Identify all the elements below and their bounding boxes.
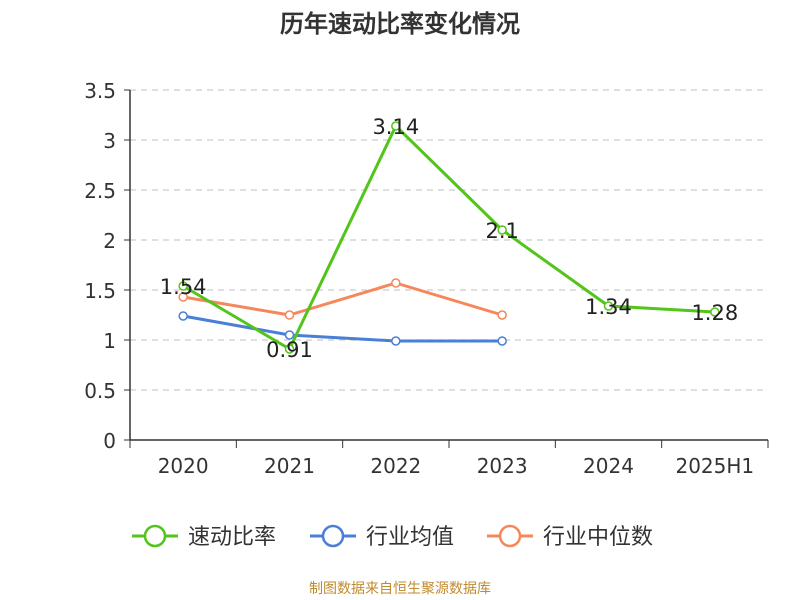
- data-label: 2.1: [485, 219, 518, 243]
- x-tick-label: 2023: [477, 454, 528, 478]
- series-line-0: [182, 124, 715, 351]
- y-tick-label: 2: [103, 229, 116, 253]
- legend-marker: [143, 524, 167, 548]
- data-label: 1.34: [585, 295, 632, 319]
- legend-marker: [321, 524, 345, 548]
- y-tick-label: 1: [103, 329, 116, 353]
- x-tick-label: 2025H1: [675, 454, 754, 478]
- legend-label: 行业中位数: [543, 525, 653, 550]
- x-tick-label: 2021: [264, 454, 315, 478]
- data-point: [284, 310, 295, 320]
- data-point: [284, 330, 295, 340]
- series: [178, 121, 720, 354]
- legend-label: 行业均值: [366, 525, 454, 550]
- data-labels: 1.54 0.91 3.14 2.1 1.34 1.28: [160, 115, 738, 362]
- x-tick-label: 2022: [370, 454, 421, 478]
- data-point: [391, 278, 401, 288]
- source-footer: 制图数据来自恒生聚源数据库: [309, 581, 491, 597]
- data-point: [497, 225, 507, 235]
- data-point: [178, 281, 188, 291]
- legend-marker: [498, 524, 522, 548]
- data-point: [603, 301, 614, 311]
- y-tick-label: 0.5: [84, 379, 116, 403]
- data-label: 1.28: [691, 301, 738, 325]
- data-point: [710, 307, 720, 317]
- data-point: [391, 336, 401, 346]
- y-tick-label: 3.5: [84, 79, 116, 103]
- x-tick-label: 2020: [158, 454, 209, 478]
- data-label: 3.14: [372, 115, 419, 139]
- data-label: 0.91: [266, 338, 313, 362]
- y-tick-label: 3: [103, 129, 116, 153]
- y-tick-label: 1.5: [84, 279, 116, 303]
- axes: 0 0.5 1 1.5 2 2.5 3 3.5 2020 2021 2022 2023 2024 2025…: [84, 79, 769, 478]
- data-point: [391, 121, 401, 131]
- y-tick-label: 0: [103, 429, 116, 453]
- chart-title: 历年速动比率变化情况: [280, 10, 520, 38]
- data-label: 1.54: [160, 275, 207, 299]
- x-tick-label: 2024: [583, 454, 634, 478]
- grid-lines: [130, 89, 768, 391]
- legend-label: 速动比率: [188, 525, 276, 550]
- data-point: [178, 311, 188, 321]
- y-tick-label: 2.5: [84, 179, 116, 203]
- data-point: [497, 310, 507, 320]
- series-line-1: [182, 314, 503, 343]
- series-line-2: [182, 281, 503, 317]
- data-point: [497, 336, 507, 346]
- legend: 速动比率 行业均值 行业中位数: [132, 524, 653, 550]
- data-point: [178, 292, 188, 302]
- data-point: [284, 344, 295, 354]
